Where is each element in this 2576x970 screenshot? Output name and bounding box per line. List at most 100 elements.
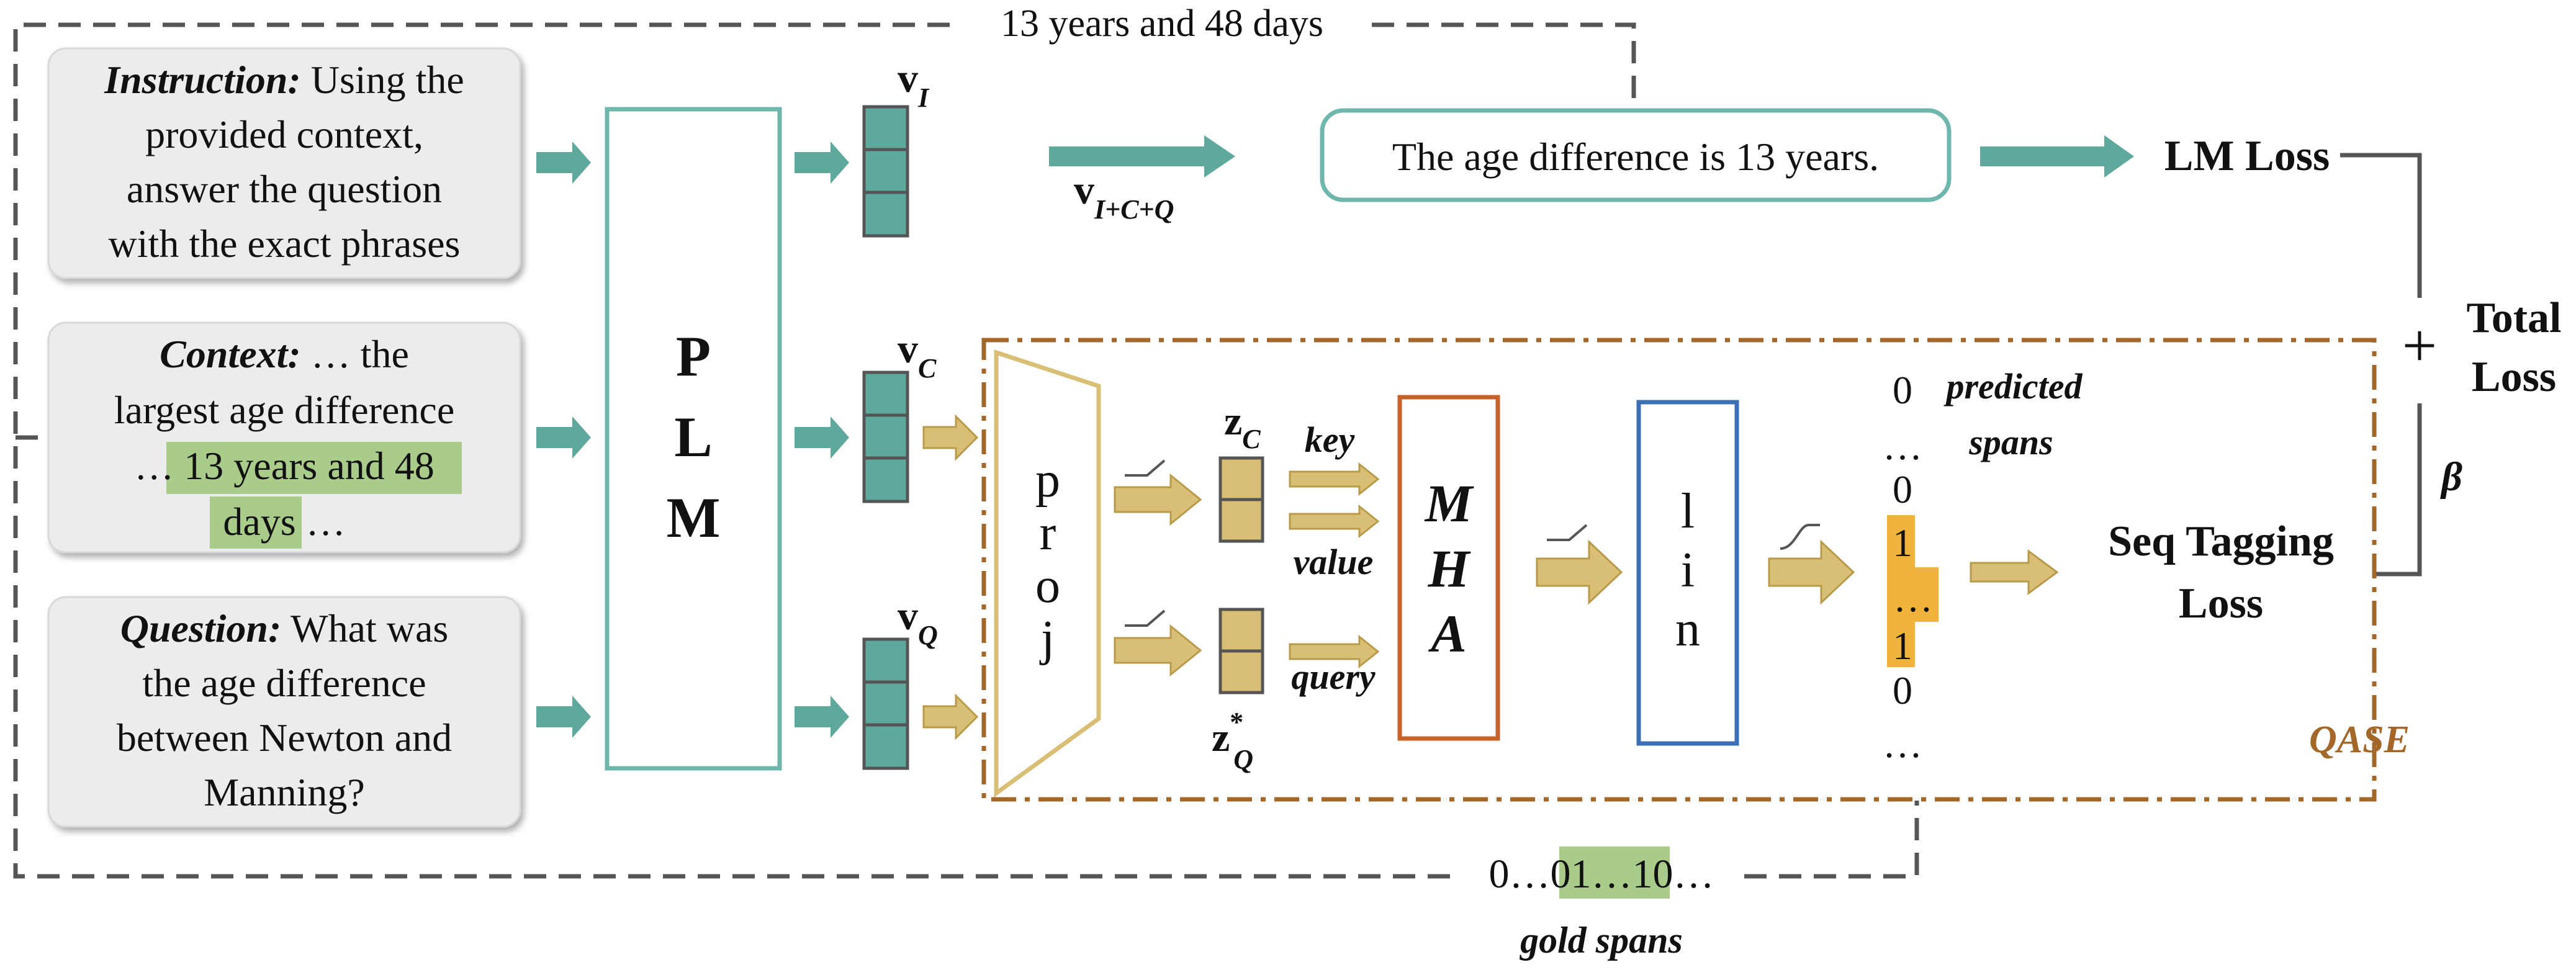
- output-box: [1320, 108, 1952, 202]
- context-line-2: largest age difference: [114, 388, 454, 432]
- context-line-3-prefix: …: [134, 444, 174, 488]
- seq-7: …: [1883, 722, 1922, 766]
- arrow-plm-to-vq: [795, 696, 849, 738]
- context-box: Context: … the largest age difference … …: [47, 321, 521, 554]
- arrow-plm-to-vi: [795, 141, 849, 184]
- instruction-line-2: provided context,: [145, 112, 423, 156]
- arrow-proj-to-zc: [1114, 473, 1202, 526]
- zq-base: z: [1212, 715, 1230, 760]
- vector-vq: vQ: [862, 593, 938, 770]
- seq-highlight: [1887, 515, 1939, 667]
- arrow-context-to-plm: [536, 416, 591, 459]
- svg-text:z*Q: z* Q: [1212, 707, 1253, 775]
- output-text: The age difference is 13 years.: [1392, 135, 1879, 179]
- vicq-label: vI+C+Q: [1074, 168, 1174, 225]
- question-line-1: What was: [290, 606, 448, 650]
- vector-vc: vC: [862, 326, 937, 503]
- svg-text:Context: … the: Context: … the: [160, 332, 409, 376]
- proj-letter-o: o: [1035, 559, 1060, 613]
- instruction-line-4: with the exact phrases: [109, 222, 461, 266]
- arrow-vc-to-proj: [922, 414, 979, 461]
- gold-label: gold spans: [1519, 920, 1683, 961]
- seq-2: 0: [1893, 467, 1912, 511]
- key-label: key: [1305, 420, 1355, 460]
- proj-letter-j: j: [1039, 611, 1055, 666]
- svg-text:vQ: vQ: [898, 593, 938, 650]
- vc-sub: C: [918, 353, 937, 384]
- arrow-instruction-to-plm: [536, 141, 591, 184]
- question-box: Question: What was the age difference be…: [47, 596, 521, 828]
- seq-5: 1: [1893, 624, 1912, 668]
- plus-sign: +: [2402, 311, 2437, 380]
- svg-text:Instruction: Using the: Instruction: Using the: [104, 58, 464, 102]
- relu-icon: [1125, 459, 1166, 477]
- gold-sequence: 0…01…10…: [1489, 851, 1714, 897]
- sigmoid-icon: [1780, 524, 1820, 550]
- lin-block: [1636, 400, 1739, 746]
- vq-base: v: [898, 593, 918, 639]
- zq-sub: Q: [1233, 744, 1253, 775]
- plm-letter-p: P: [676, 325, 711, 388]
- arrow-vicq: [1049, 135, 1235, 177]
- context-highlight-text-a: 13 years and 48: [184, 444, 434, 488]
- loop-label: 13 years and 48 days: [1001, 2, 1323, 45]
- total-loss-connector: [2340, 153, 2422, 577]
- arrow-seq-to-loss: [1970, 549, 2059, 595]
- seq-4: …: [1893, 576, 1933, 620]
- zc-sub: C: [1242, 424, 1261, 454]
- beta-label: β: [2439, 454, 2462, 500]
- total-line-1: Total: [2466, 294, 2561, 342]
- gold-highlight-text: 1…1: [1571, 851, 1653, 897]
- predicted-line-1: predicted: [1943, 366, 2083, 406]
- question-line-2: the age difference: [142, 661, 426, 705]
- lin-letter-n: n: [1675, 602, 1700, 657]
- arrow-mha-to-lin: [1536, 539, 1623, 605]
- context-highlight-text-b: days: [223, 500, 295, 544]
- context-highlight-b: [210, 496, 302, 549]
- arrow-output-to-lmloss: [1980, 135, 2134, 177]
- instruction-line-1: Using the: [311, 58, 464, 102]
- qase-label: QASE: [2309, 719, 2410, 761]
- context-line-4-suffix: …: [306, 500, 346, 544]
- mha-letter-h: H: [1428, 539, 1472, 598]
- vector-vi: vI: [862, 56, 930, 238]
- mha-letter-a: A: [1428, 604, 1466, 663]
- gold-prefix: 0…0: [1489, 851, 1571, 897]
- query-label: query: [1291, 657, 1376, 697]
- total-line-2: Loss: [2472, 353, 2556, 401]
- proj-letter-p: p: [1035, 453, 1060, 508]
- vq-sub: Q: [918, 620, 938, 650]
- seq-0: 0: [1893, 368, 1912, 412]
- svg-text:Question: What was: Question: What was: [120, 606, 449, 650]
- seq-loss-line-1: Seq Tagging: [2108, 518, 2334, 565]
- arrow-key: [1289, 462, 1380, 496]
- lm-loss: LM Loss: [2164, 132, 2330, 180]
- lin-letter-l: l: [1681, 484, 1695, 539]
- svg-text:… 13 years and 48: … 13 years and 48: [134, 444, 434, 488]
- arrow-proj-to-zq: [1114, 624, 1202, 677]
- vector-zc: zC: [1218, 398, 1264, 543]
- context-label: Context:: [160, 332, 301, 376]
- value-label: value: [1294, 542, 1374, 582]
- mha-letter-m: M: [1424, 474, 1474, 533]
- svg-text:zC: zC: [1224, 398, 1261, 454]
- proj-block: [994, 349, 1101, 797]
- context-line-1: … the: [311, 332, 409, 376]
- arrow-value: [1289, 504, 1380, 539]
- predicted-line-2: spans: [1968, 422, 2053, 462]
- question-line-3: between Newton and: [117, 716, 452, 760]
- vi-base: v: [898, 56, 918, 101]
- teal-arrows: [536, 135, 2134, 738]
- lin-letter-i: i: [1681, 543, 1695, 598]
- gold-suffix: 0…: [1653, 851, 1714, 897]
- arrow-question-to-plm: [536, 696, 591, 738]
- relu-icon: [1125, 609, 1166, 627]
- svg-text:days …: days …: [223, 500, 345, 544]
- vector-zq: z* Q: [1212, 608, 1264, 775]
- seq-1: …: [1883, 424, 1922, 468]
- activation-glyphs: [1125, 459, 1820, 627]
- proj-letter-r: r: [1040, 506, 1056, 560]
- mha-block: [1397, 395, 1500, 741]
- svg-text:vC: vC: [898, 326, 937, 384]
- question-label: Question:: [120, 606, 282, 650]
